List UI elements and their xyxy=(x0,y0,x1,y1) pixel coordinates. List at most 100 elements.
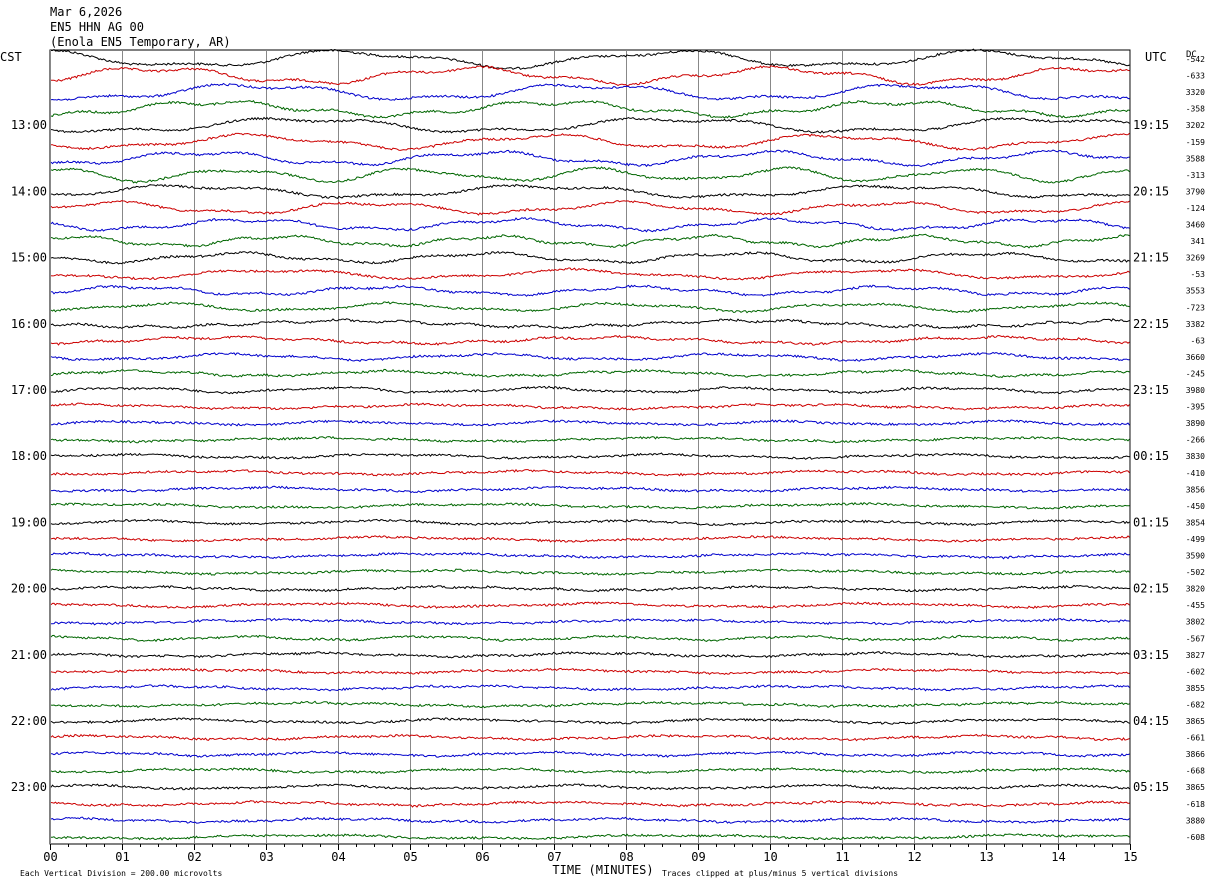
seismic-trace xyxy=(50,200,1130,216)
utc-hour-label: 19:15 xyxy=(1133,118,1169,132)
utc-hour-label: 05:15 xyxy=(1133,780,1169,794)
dc-offset-label: 3865 xyxy=(1186,783,1205,792)
x-tick-label: 06 xyxy=(475,850,489,864)
dc-offset-label: -245 xyxy=(1186,369,1205,378)
seismic-trace xyxy=(51,833,1130,841)
dc-offset-label: -358 xyxy=(1186,105,1205,114)
x-tick-label: 14 xyxy=(1051,850,1065,864)
seismic-trace xyxy=(50,502,1130,510)
seismic-trace xyxy=(50,535,1130,543)
dc-offset-label: -618 xyxy=(1186,800,1205,809)
dc-offset-label: 3865 xyxy=(1186,717,1205,726)
seismic-trace xyxy=(50,116,1130,134)
cst-hour-label: 14:00 xyxy=(11,184,47,198)
seismic-trace xyxy=(50,368,1130,379)
dc-offset-label: 3880 xyxy=(1186,816,1205,825)
seismic-trace xyxy=(50,684,1130,692)
utc-label: UTC xyxy=(1145,50,1167,64)
dc-offset-label: 3890 xyxy=(1186,419,1205,428)
dc-offset-label: 3980 xyxy=(1186,386,1205,395)
seismic-trace xyxy=(50,717,1130,725)
dc-offset-label: -723 xyxy=(1186,303,1205,312)
dc-offset-label: 3856 xyxy=(1186,485,1205,494)
dc-offset-label: -668 xyxy=(1186,767,1205,776)
dc-offset-label: 3827 xyxy=(1186,651,1205,660)
seismic-trace xyxy=(50,65,1130,87)
dc-offset-label: 3202 xyxy=(1186,121,1205,130)
x-axis-label: TIME (MINUTES) xyxy=(552,863,653,877)
dc-offset-label: -682 xyxy=(1186,700,1205,709)
footer-clip-note: Traces clipped at plus/minus 5 vertical … xyxy=(662,869,898,878)
seismic-trace xyxy=(50,267,1130,281)
dc-offset-label: 3553 xyxy=(1186,287,1205,296)
dc-offset-label: 341 xyxy=(1191,237,1206,246)
station-label: (Enola EN5 Temporary, AR) xyxy=(50,35,231,49)
dc-offset-label: -502 xyxy=(1186,568,1205,577)
x-tick-label: 08 xyxy=(619,850,633,864)
seismic-trace xyxy=(50,468,1130,477)
cst-hour-label: 22:00 xyxy=(11,714,47,728)
footer-scale-note: Each Vertical Division = 200.00 microvol… xyxy=(20,869,222,878)
cst-hour-label: 21:00 xyxy=(11,648,47,662)
seismic-trace xyxy=(50,783,1130,791)
dc-offset-label: 3855 xyxy=(1186,684,1205,693)
dc-offset-label: -63 xyxy=(1191,336,1206,345)
x-tick-label: 13 xyxy=(979,850,993,864)
seismic-trace xyxy=(51,419,1130,427)
seismic-trace xyxy=(50,667,1130,676)
cst-hour-label: 20:00 xyxy=(11,582,47,596)
x-tick-label: 12 xyxy=(907,850,921,864)
seismic-trace xyxy=(51,485,1130,494)
seismic-trace xyxy=(50,301,1130,314)
dc-offset-label: 3830 xyxy=(1186,452,1205,461)
dc-offset-label: -266 xyxy=(1186,436,1205,445)
dc-offset-label: 3382 xyxy=(1186,320,1205,329)
cst-hour-label: 19:00 xyxy=(11,515,47,529)
seismic-trace xyxy=(50,385,1130,395)
seismic-trace xyxy=(50,568,1130,576)
seismic-trace xyxy=(50,99,1130,119)
seismic-trace xyxy=(50,584,1130,593)
seismic-trace xyxy=(50,617,1130,626)
x-tick-label: 10 xyxy=(763,850,777,864)
cst-label: CST xyxy=(0,50,22,64)
seismic-trace xyxy=(50,518,1130,527)
seismic-trace xyxy=(50,334,1130,346)
seismic-trace xyxy=(50,816,1130,824)
cst-hour-label: 23:00 xyxy=(11,780,47,794)
utc-hour-label: 03:15 xyxy=(1133,648,1169,662)
seismic-trace xyxy=(50,700,1130,709)
utc-hour-label: 21:15 xyxy=(1133,251,1169,265)
utc-hour-label: 20:15 xyxy=(1133,184,1169,198)
dc-offset-label: -567 xyxy=(1186,634,1205,643)
dc-offset-label: 3588 xyxy=(1186,154,1205,163)
seismic-trace xyxy=(50,651,1130,659)
x-tick-label: 02 xyxy=(187,850,201,864)
seismic-trace xyxy=(51,132,1130,151)
cst-hour-label: 17:00 xyxy=(11,383,47,397)
seismic-trace xyxy=(50,250,1130,265)
seismic-trace xyxy=(50,452,1130,460)
dc-offset-label: -542 xyxy=(1186,55,1205,64)
x-tick-label: 15 xyxy=(1123,850,1137,864)
seismic-trace xyxy=(50,435,1130,444)
seismic-trace xyxy=(50,767,1130,775)
dc-offset-label: -455 xyxy=(1186,601,1205,610)
utc-hour-label: 23:15 xyxy=(1133,383,1169,397)
trace-group xyxy=(50,48,1130,841)
plot-date: Mar 6,2026 xyxy=(50,5,123,19)
seismic-trace xyxy=(50,233,1130,249)
seismic-trace xyxy=(50,402,1130,411)
dc-offset-label: 3590 xyxy=(1186,552,1205,561)
seismic-trace xyxy=(50,183,1130,200)
dc-offset-label: -124 xyxy=(1186,204,1205,213)
x-tick-label: 03 xyxy=(259,850,273,864)
dc-offset-label: 3802 xyxy=(1186,618,1205,627)
label-group: 00 01 02 03 04 05 06 07 08 09 10 11 12 13 14 15 CST UTC DC… xyxy=(0,50,1205,878)
x-tick-label: 01 xyxy=(115,850,129,864)
dc-offset-label: 3854 xyxy=(1186,518,1205,527)
dc-offset-label: 3866 xyxy=(1186,750,1205,759)
cst-hour-label: 15:00 xyxy=(11,251,47,265)
plot-frame xyxy=(49,49,1131,845)
